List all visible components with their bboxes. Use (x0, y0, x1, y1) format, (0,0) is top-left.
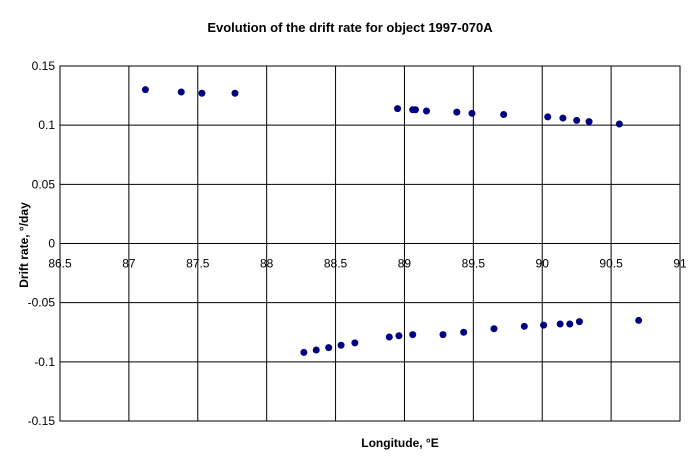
x-tick-label: 89.5 (462, 257, 486, 271)
data-point (141, 86, 149, 94)
data-point (411, 106, 419, 114)
data-point (385, 333, 393, 341)
data-point (540, 321, 548, 329)
y-axis-title: Drift rate, °/day (17, 202, 31, 288)
y-axis-ticks: 0.15 0.1 0.05 0 -0.05 -0.1 -0.15 (28, 59, 56, 428)
chart-title: Evolution of the drift rate for object 1… (207, 20, 493, 35)
data-point (635, 316, 643, 324)
data-point (566, 320, 574, 328)
x-axis-ticks: 86.5 87 87.5 88 88.5 89 89.5 90 90.5 91 (48, 257, 687, 271)
data-point (198, 89, 206, 97)
plot-area-border (59, 65, 681, 422)
data-point (300, 348, 308, 356)
y-tick-label: -0.05 (28, 296, 56, 310)
x-tick-label: 91 (673, 257, 687, 271)
y-tick-label: 0 (48, 237, 55, 251)
y-tick-label: 0.15 (32, 59, 56, 73)
data-point (351, 339, 359, 347)
data-point (544, 113, 552, 121)
x-tick-label: 86.5 (48, 257, 72, 271)
y-tick-label: -0.1 (34, 355, 55, 369)
data-point (337, 341, 345, 349)
data-point (575, 318, 583, 326)
x-axis-title: Longitude, °E (361, 436, 438, 450)
data-point (231, 89, 239, 97)
data-point (439, 331, 447, 339)
x-tick-label: 88.5 (324, 257, 348, 271)
data-point (325, 344, 333, 352)
data-point (573, 116, 581, 124)
data-point (500, 111, 508, 119)
y-tick-label: 0.05 (32, 177, 56, 191)
data-point (468, 109, 476, 117)
x-tick-label: 88 (260, 257, 274, 271)
data-point (312, 346, 320, 354)
data-point (409, 331, 417, 339)
data-point (422, 107, 430, 115)
data-point (615, 120, 623, 128)
data-point (460, 328, 468, 336)
data-point (490, 325, 498, 333)
data-point (520, 322, 528, 330)
x-tick-label: 87.5 (186, 257, 210, 271)
x-tick-label: 89 (398, 257, 412, 271)
data-points (141, 86, 643, 356)
x-tick-label: 90.5 (599, 257, 623, 271)
data-point (177, 88, 185, 96)
data-point (395, 332, 403, 340)
y-tick-label: -0.15 (28, 414, 56, 428)
data-point (394, 105, 402, 113)
data-point (453, 108, 461, 116)
x-tick-label: 87 (122, 257, 136, 271)
y-tick-label: 0.1 (38, 118, 55, 132)
data-point (585, 118, 593, 126)
data-point (559, 114, 567, 122)
x-tick-label: 90 (536, 257, 550, 271)
data-point (556, 320, 564, 328)
